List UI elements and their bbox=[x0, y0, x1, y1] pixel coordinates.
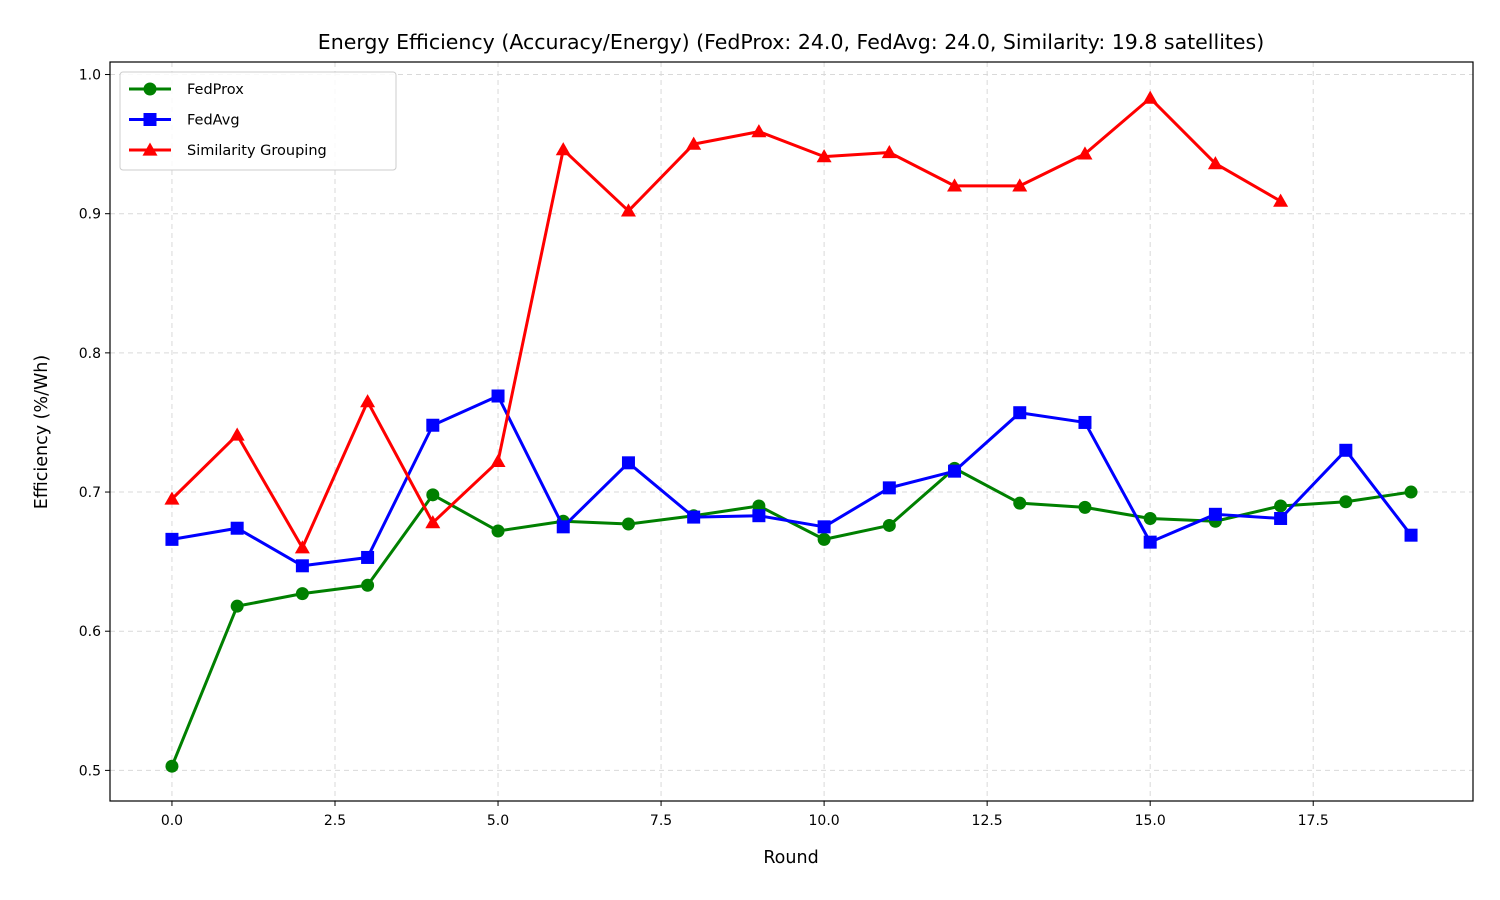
data-point bbox=[361, 550, 375, 564]
data-point bbox=[752, 509, 766, 523]
data-point bbox=[1013, 496, 1027, 510]
y-tick-label: 0.6 bbox=[79, 624, 101, 640]
x-tick-label: 7.5 bbox=[650, 813, 672, 829]
data-point bbox=[620, 203, 636, 217]
series-fedprox bbox=[165, 461, 1418, 773]
data-point bbox=[1208, 507, 1222, 521]
data-point bbox=[165, 532, 179, 546]
ticks: 0.0 2.5 5.0 7.5 10.0 12.5 15.0 17.5 0.5 0.6 0.7 0.8… bbox=[79, 68, 1329, 829]
data-point bbox=[360, 394, 376, 408]
legend-item: Similarity Grouping bbox=[129, 142, 327, 159]
data-point bbox=[491, 524, 505, 538]
data-point bbox=[230, 521, 244, 535]
y-tick-label: 1.0 bbox=[79, 68, 101, 84]
data-point bbox=[1339, 495, 1353, 509]
data-point bbox=[1013, 406, 1027, 420]
legend-label: Similarity Grouping bbox=[187, 143, 327, 159]
series-similarity-grouping bbox=[164, 90, 1289, 554]
data-point bbox=[491, 389, 505, 403]
data-point bbox=[1142, 90, 1158, 104]
data-point bbox=[948, 464, 962, 478]
data-point bbox=[1274, 511, 1288, 525]
data-point bbox=[621, 517, 635, 531]
y-tick-label: 0.7 bbox=[79, 485, 101, 501]
data-point bbox=[1143, 535, 1157, 549]
data-point bbox=[361, 578, 375, 592]
data-point bbox=[1078, 415, 1092, 429]
chart-title: Energy Efficiency (Accuracy/Energy) (Fed… bbox=[318, 30, 1264, 54]
data-point bbox=[621, 456, 635, 470]
data-point bbox=[881, 144, 897, 159]
series-fedavg bbox=[165, 389, 1418, 573]
data-point bbox=[817, 532, 831, 546]
x-tick-label: 15.0 bbox=[1135, 813, 1166, 829]
legend-marker bbox=[143, 82, 157, 96]
data-point bbox=[1077, 146, 1093, 160]
legend: FedProx FedAvg Similarity Grouping bbox=[119, 71, 397, 171]
data-point bbox=[229, 427, 245, 441]
series-line bbox=[170, 466, 1412, 767]
data-point bbox=[426, 488, 440, 502]
data-point bbox=[1078, 500, 1092, 514]
x-axis-label: Round bbox=[763, 848, 818, 868]
legend-label: FedProx bbox=[187, 82, 244, 98]
data-point bbox=[556, 520, 570, 534]
y-tick-label: 0.8 bbox=[79, 346, 101, 362]
x-tick-label: 0.0 bbox=[161, 813, 183, 829]
data-point bbox=[947, 178, 963, 192]
y-tick-label: 0.5 bbox=[79, 763, 101, 779]
data-point bbox=[686, 136, 702, 150]
data-point bbox=[882, 518, 896, 532]
x-tick-label: 12.5 bbox=[972, 813, 1003, 829]
grid bbox=[110, 62, 1473, 801]
data-point bbox=[1404, 528, 1418, 542]
plot-frame bbox=[109, 61, 1474, 802]
data-point bbox=[295, 587, 309, 601]
x-tick-label: 5.0 bbox=[487, 813, 509, 829]
data-point bbox=[1273, 193, 1289, 207]
data-point bbox=[817, 520, 831, 534]
x-tick-label: 2.5 bbox=[324, 813, 346, 829]
legend-label: FedAvg bbox=[187, 113, 240, 129]
data-point bbox=[882, 481, 896, 495]
legend-box bbox=[119, 71, 397, 171]
legend-item: FedAvg bbox=[129, 113, 240, 129]
data-point bbox=[1143, 511, 1157, 525]
x-tick-label: 10.0 bbox=[809, 813, 840, 829]
data-point bbox=[1274, 499, 1288, 513]
data-point bbox=[1404, 485, 1418, 499]
y-axis-label: Efficiency (%/Wh) bbox=[32, 355, 52, 509]
data-point bbox=[425, 515, 441, 529]
series-line bbox=[171, 394, 1413, 568]
legend-item: FedProx bbox=[129, 82, 244, 98]
series-line bbox=[170, 96, 1282, 550]
legend-marker bbox=[142, 142, 158, 156]
y-tick-label: 0.9 bbox=[79, 207, 101, 223]
legend-marker bbox=[143, 113, 157, 126]
data-point bbox=[751, 124, 767, 138]
data-point bbox=[687, 510, 701, 524]
data-point bbox=[230, 599, 244, 613]
data-point bbox=[165, 759, 179, 773]
series-layer bbox=[164, 90, 1418, 773]
data-point bbox=[1339, 443, 1353, 457]
data-point bbox=[295, 559, 309, 573]
x-tick-label: 17.5 bbox=[1298, 813, 1329, 829]
data-point bbox=[816, 149, 832, 163]
data-point bbox=[294, 540, 310, 554]
data-point bbox=[164, 491, 180, 505]
data-point bbox=[1207, 156, 1223, 170]
data-point bbox=[1012, 178, 1028, 192]
data-point bbox=[490, 453, 506, 468]
data-point bbox=[555, 142, 571, 156]
data-point bbox=[426, 418, 440, 432]
